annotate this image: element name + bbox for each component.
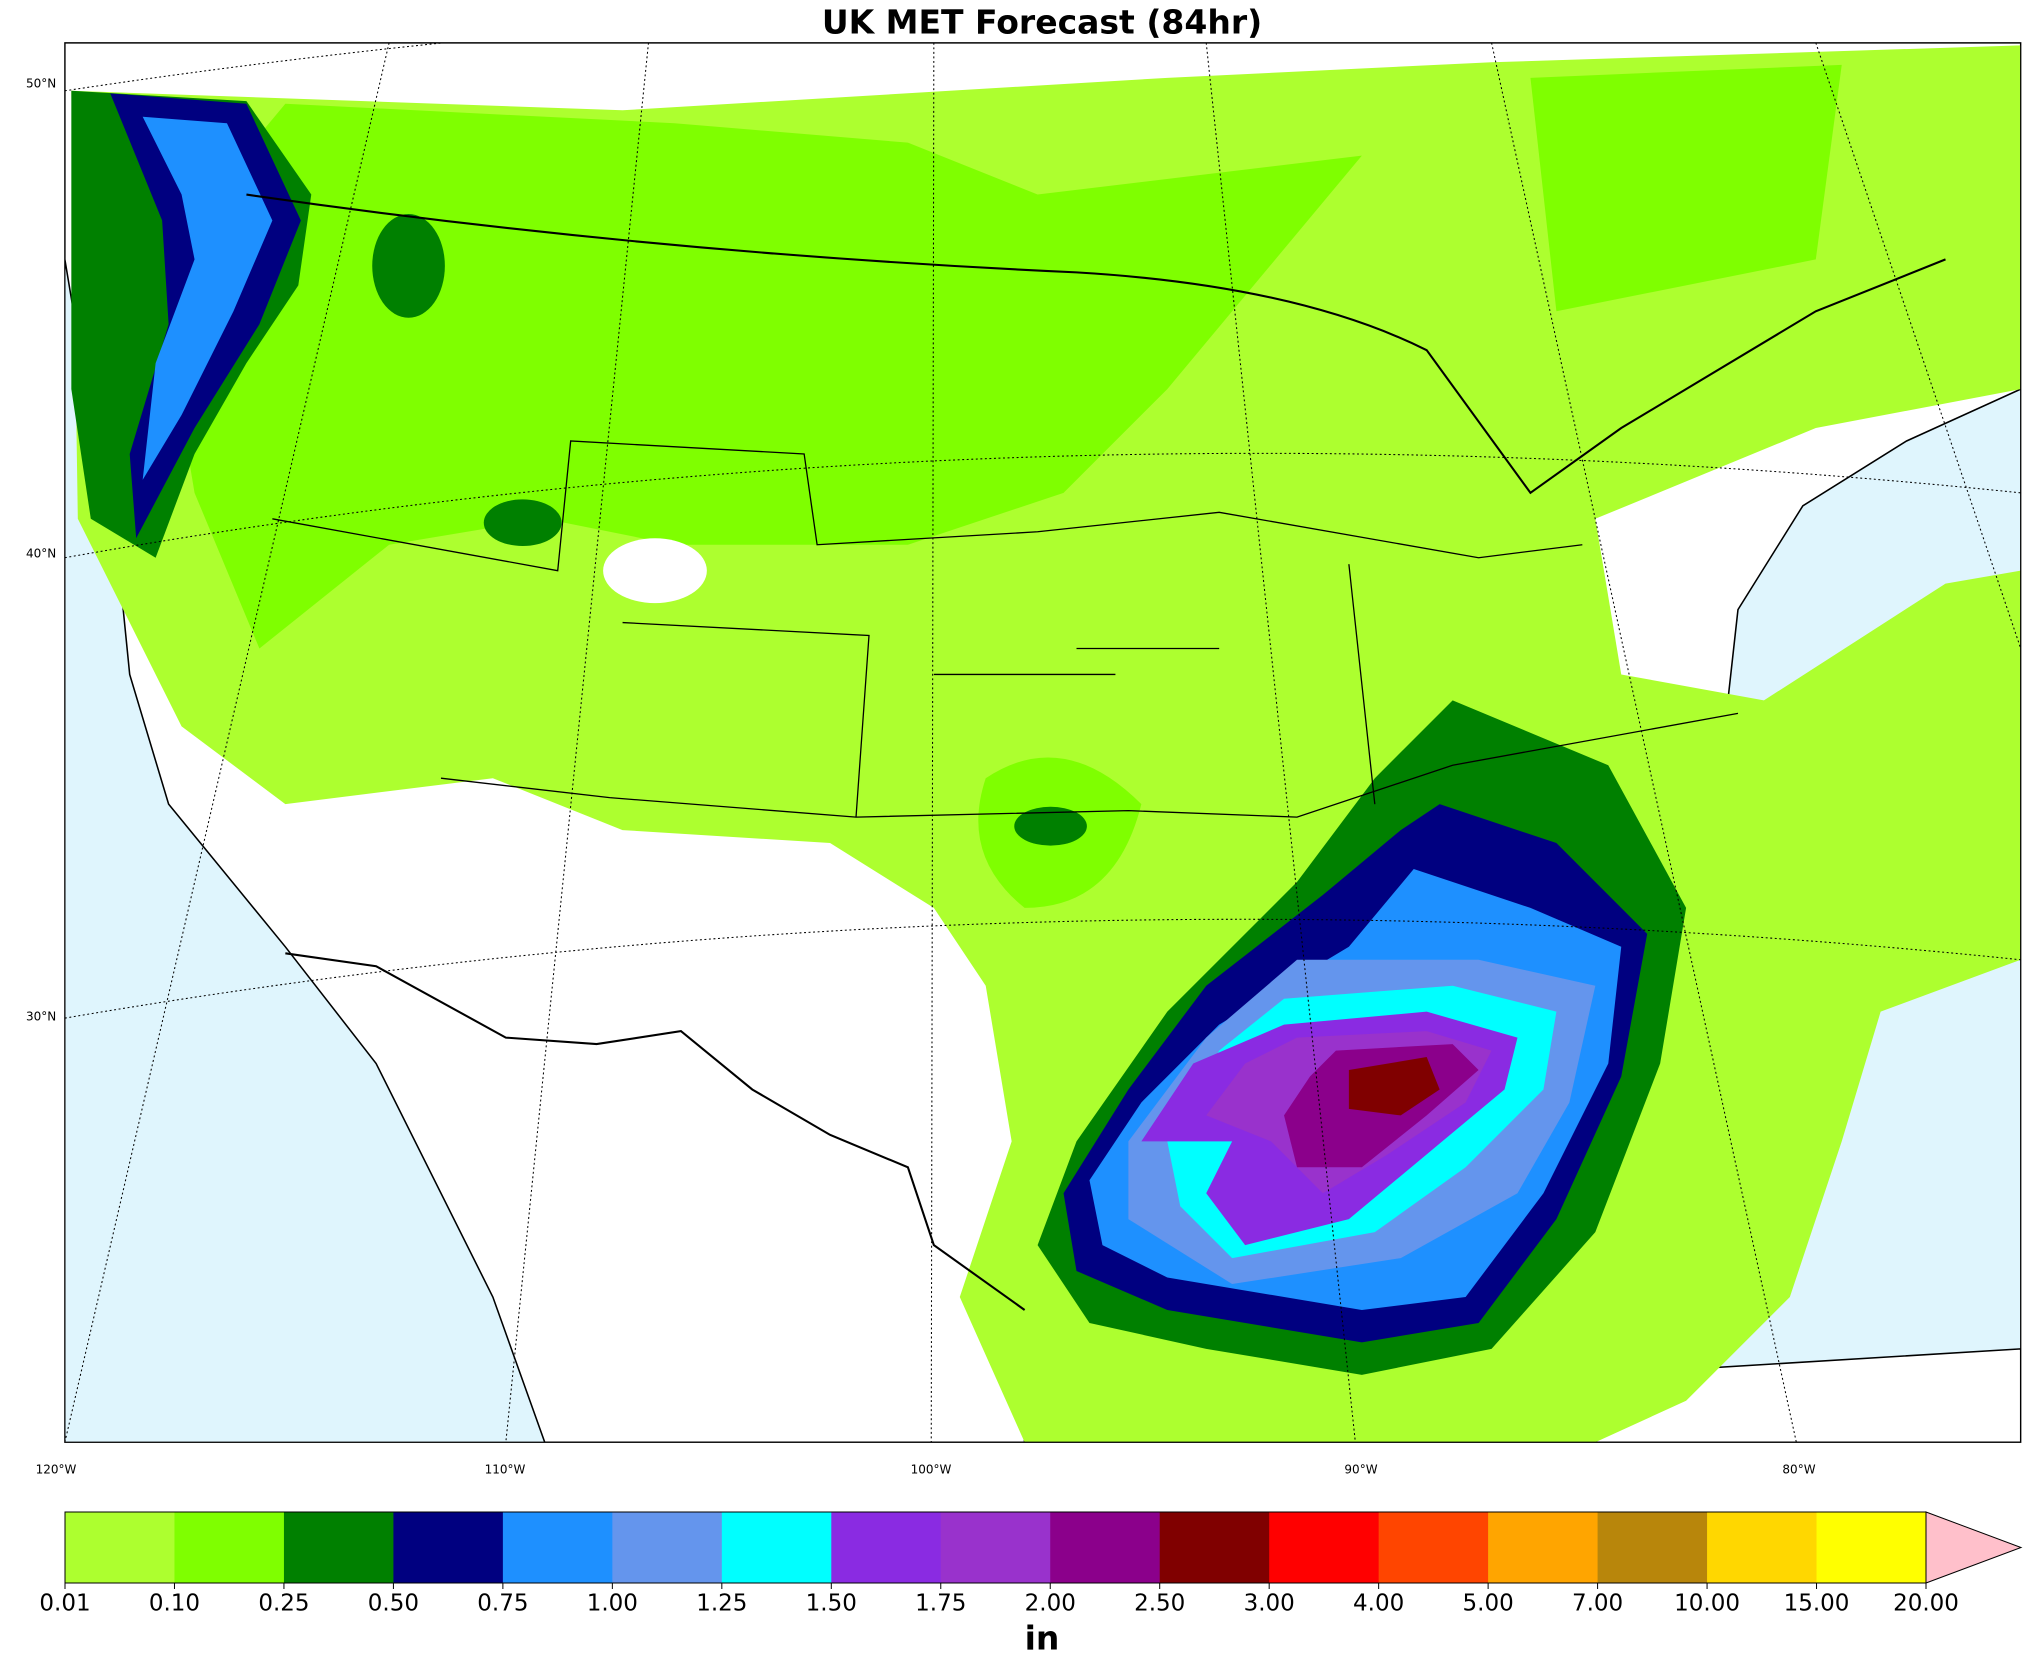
colorbar-label: 0.75	[477, 1591, 528, 1617]
colorbar-label: 15.00	[1784, 1591, 1850, 1617]
precip-area	[1530, 64, 1842, 312]
lon-label: 80°W	[1782, 1463, 1815, 1477]
colorbar-bin	[1159, 1512, 1270, 1583]
map	[64, 42, 2022, 1443]
colorbar-label: 3.00	[1244, 1591, 1295, 1617]
colorbar-label: 1.00	[587, 1591, 638, 1617]
lat-label: 30°N	[26, 1010, 56, 1024]
colorbar-label: 0.01	[39, 1591, 90, 1617]
precip-area	[483, 499, 562, 547]
colorbar-bin	[174, 1512, 285, 1583]
colorbar-unit: in	[1025, 1619, 1060, 1658]
borders	[246, 193, 1946, 1311]
title: UK MET Forecast (84hr)	[822, 3, 1262, 42]
colorbar-label: 10.00	[1674, 1591, 1740, 1617]
colorbar-bin	[393, 1512, 504, 1583]
colorbar-bin	[721, 1512, 832, 1583]
precip-area	[155, 103, 1362, 649]
colorbar-label: 1.75	[915, 1591, 966, 1617]
colorbar-bin	[940, 1512, 1051, 1583]
lon-label: 90°W	[1344, 1463, 1377, 1477]
precip-area	[1348, 1057, 1440, 1116]
colorbar-label: 0.10	[149, 1591, 200, 1617]
precip-area	[603, 538, 707, 604]
map-frame	[64, 42, 2022, 1443]
colorbar-bin	[283, 1512, 394, 1583]
lat-label: 50°N	[26, 77, 56, 91]
colorbar-extension	[1925, 1511, 2023, 1584]
colorbar-label: 20.00	[1893, 1591, 1959, 1617]
colorbar-label: 7.00	[1572, 1591, 1623, 1617]
lat-label: 40°N	[26, 547, 56, 561]
colorbar-bin	[1707, 1512, 1818, 1583]
colorbar-label: 2.50	[1134, 1591, 1185, 1617]
colorbar-bin	[1488, 1512, 1599, 1583]
colorbar-bin	[502, 1512, 613, 1583]
lon-label: 110°W	[485, 1463, 526, 1477]
colorbar-label: 5.00	[1463, 1591, 1514, 1617]
colorbar-label: 1.50	[806, 1591, 857, 1617]
precip-area	[1014, 806, 1087, 846]
colorbar-bin	[1378, 1512, 1489, 1583]
colorbar-bin	[1816, 1512, 1927, 1583]
colorbar-label: 1.25	[696, 1591, 747, 1617]
colorbar-frame	[64, 1511, 1927, 1584]
graticule	[64, 42, 2021, 1443]
colorbar-bin	[1269, 1512, 1380, 1583]
colorbar-bin	[65, 1512, 175, 1583]
colorbar-label: 0.25	[258, 1591, 309, 1617]
precip-area	[372, 214, 445, 318]
colorbar-bin	[831, 1512, 942, 1583]
colorbar-bin	[612, 1512, 723, 1583]
colorbar-label: 2.00	[1025, 1591, 1076, 1617]
colorbar-bin	[1050, 1512, 1161, 1583]
lon-label: 120°W	[36, 1463, 77, 1477]
colorbar-bin	[1597, 1512, 1708, 1583]
lon-label: 100°W	[911, 1463, 952, 1477]
precip-area	[142, 116, 273, 480]
colorbar-label: 4.00	[1353, 1591, 1404, 1617]
colorbar-label: 0.50	[368, 1591, 419, 1617]
